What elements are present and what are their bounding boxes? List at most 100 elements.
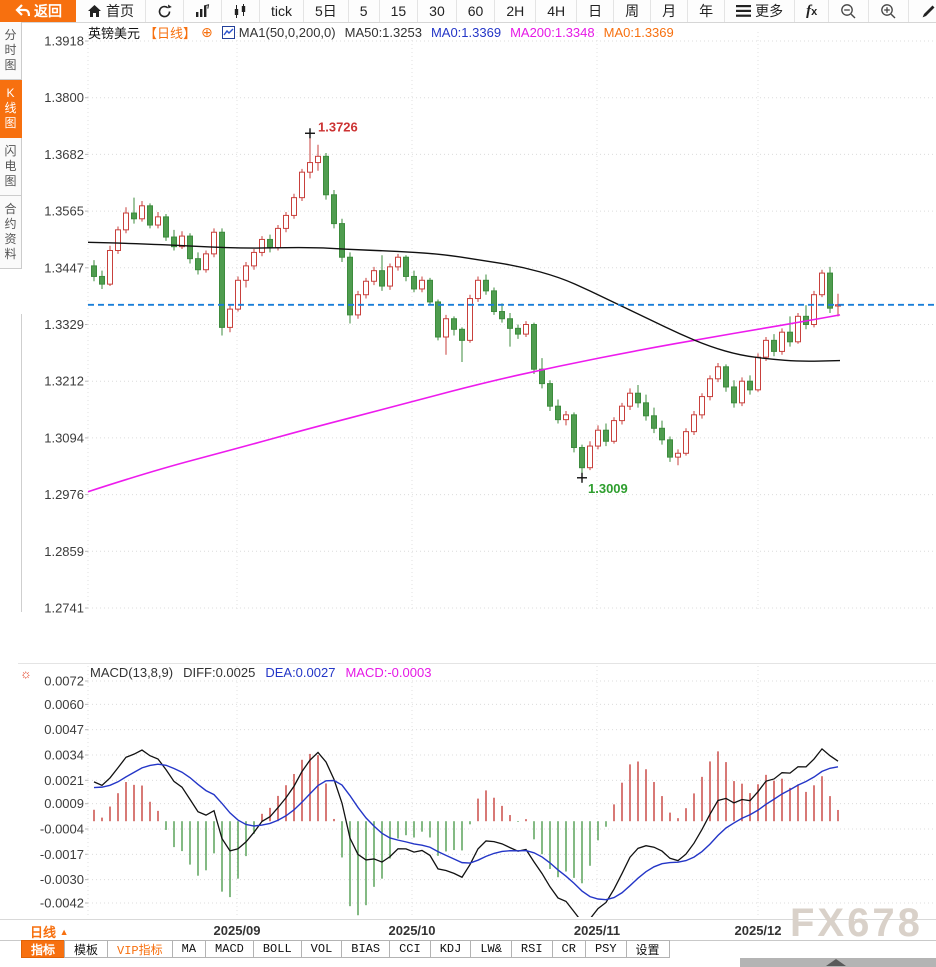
zoom-out-icon xyxy=(840,3,857,20)
x-axis-label: 2025/11 xyxy=(574,923,620,938)
candle-body xyxy=(699,396,705,416)
toolbar-item-2h[interactable]: 2H xyxy=(495,0,537,22)
macd-header: MACD(13,8,9) DIFF:0.0025 DEA:0.0027 MACD… xyxy=(90,665,431,680)
sidebar-item-flash-chart[interactable]: 闪电图 xyxy=(0,138,22,196)
macd-axis-label: 0.0009 xyxy=(44,796,84,811)
candle-body xyxy=(339,223,345,258)
toolbar-item-label: 周 xyxy=(625,3,640,19)
toolbar-item-more[interactable]: 更多 xyxy=(725,0,796,22)
tab-CR[interactable]: CR xyxy=(551,940,586,958)
candles-icon xyxy=(233,3,248,19)
candle-body xyxy=(179,235,185,248)
candle-body xyxy=(715,366,721,380)
toolbar-item-refresh[interactable] xyxy=(146,0,184,22)
candle-body xyxy=(419,279,425,290)
toolbar-item-month[interactable]: 月 xyxy=(651,0,689,22)
toolbar-item-back[interactable]: 返回 xyxy=(0,0,76,22)
macd-axis-label: 0.0060 xyxy=(44,697,84,712)
toolbar-item-label: 月 xyxy=(662,3,677,19)
candle-body xyxy=(643,402,649,417)
scroll-up-arrow-icon[interactable] xyxy=(826,959,846,966)
period-selector[interactable]: 日线 ▲ xyxy=(30,925,69,940)
tab-指标[interactable]: 指标 xyxy=(21,940,66,958)
tab-PSY[interactable]: PSY xyxy=(584,940,627,958)
toolbar-item-year[interactable]: 年 xyxy=(688,0,726,22)
horizontal-scrollbar[interactable] xyxy=(740,958,936,967)
indicator-settings-icon[interactable]: ☼ xyxy=(20,666,32,681)
macd-axis-label: 0.0047 xyxy=(44,722,84,737)
high-annotation: 1.3726 xyxy=(318,119,358,134)
toolbar-item-tick[interactable]: tick xyxy=(260,0,304,22)
toolbar-item-label: 30 xyxy=(429,3,445,19)
candle-body xyxy=(563,414,569,421)
price-axis-label: 1.3447 xyxy=(44,260,84,275)
macd-axis-label: -0.0042 xyxy=(40,896,84,911)
sidebar-item-time-chart[interactable]: 分时图 xyxy=(0,22,22,80)
menu-icon xyxy=(736,5,752,17)
toolbar-item-bar-chart[interactable] xyxy=(184,0,222,22)
toolbar-item-draw[interactable] xyxy=(909,0,936,22)
back-icon xyxy=(14,4,30,18)
candle-body xyxy=(315,155,321,164)
tab-MACD[interactable]: MACD xyxy=(205,940,254,958)
gridlines: 1.3918 1.3800 1.3682 1.3565 1.3447 1.3329 1.32… xyxy=(40,32,934,917)
add-indicator-icon[interactable]: ⊕ xyxy=(201,24,213,40)
toolbar-item-day[interactable]: 日 xyxy=(577,0,615,22)
candle-body xyxy=(379,270,385,287)
tab-BIAS[interactable]: BIAS xyxy=(341,940,391,958)
tab-设置[interactable]: 设置 xyxy=(625,940,670,958)
candle-body xyxy=(219,231,225,328)
candle-body xyxy=(363,280,369,296)
tab-VIP指标[interactable]: VIP指标 xyxy=(107,940,173,958)
candle-body xyxy=(499,311,505,320)
toolbar-item-15m[interactable]: 15 xyxy=(380,0,419,22)
toolbar-item-home[interactable]: 首页 xyxy=(76,0,146,22)
ma200-value: MA200:1.3348 xyxy=(510,25,595,40)
tab-BOLL[interactable]: BOLL xyxy=(252,940,302,958)
candle-body xyxy=(827,272,833,309)
price-axis-label: 1.2976 xyxy=(44,487,84,502)
tab-模板[interactable]: 模板 xyxy=(64,940,109,958)
candle-body xyxy=(595,429,601,447)
macd-diff-line xyxy=(93,747,839,917)
tab-LW&[interactable]: LW& xyxy=(470,940,512,958)
candle-body xyxy=(155,216,161,226)
tab-KDJ[interactable]: KDJ xyxy=(429,940,472,958)
candle-body xyxy=(331,194,337,225)
candle-body xyxy=(555,405,561,421)
candle-body xyxy=(635,392,641,404)
toolbar-item-5d[interactable]: 5日 xyxy=(304,0,349,22)
toolbar-item-60m[interactable]: 60 xyxy=(457,0,496,22)
candle-body xyxy=(163,216,169,238)
candle-body xyxy=(547,383,553,407)
toolbar-item-zoom-in[interactable] xyxy=(869,0,910,22)
candle-body xyxy=(627,392,633,407)
indicator-tabs: 指标 模板 VIP指标 MA MACD BOLL VOL BIAS CCI KDJ LW& RSI CR… xyxy=(21,940,670,958)
candle-body xyxy=(603,429,609,442)
toolbar-item-4h[interactable]: 4H xyxy=(536,0,578,22)
ma200-line xyxy=(87,314,841,493)
price-axis-label: 1.3329 xyxy=(44,317,84,332)
toolbar-item-5m[interactable]: 5 xyxy=(349,0,380,22)
tab-CCI[interactable]: CCI xyxy=(389,940,431,958)
tab-RSI[interactable]: RSI xyxy=(510,940,553,958)
sidebar-item-contract-info[interactable]: 合约资料 xyxy=(0,196,22,269)
toolbar-item-fx[interactable]: fx xyxy=(795,0,830,22)
macd-axis-label: 0.0021 xyxy=(44,773,84,788)
mini-chart-icon xyxy=(221,26,235,39)
price-axis-label: 1.3918 xyxy=(44,34,84,49)
toolbar-item-zoom-out[interactable] xyxy=(829,0,870,22)
toolbar-item-week[interactable]: 周 xyxy=(614,0,652,22)
candle-body xyxy=(811,294,817,325)
toolbar-item-label: 首页 xyxy=(106,3,134,19)
toolbar-item-kline[interactable] xyxy=(222,0,260,22)
candle-body xyxy=(675,452,681,458)
toolbar-item-label: 2H xyxy=(506,3,525,19)
candle-body xyxy=(259,238,265,253)
toolbar-item-30m[interactable]: 30 xyxy=(418,0,457,22)
tab-MA[interactable]: MA xyxy=(171,940,207,958)
tab-VOL[interactable]: VOL xyxy=(300,940,343,958)
price-axis-label: 1.3565 xyxy=(44,204,84,219)
